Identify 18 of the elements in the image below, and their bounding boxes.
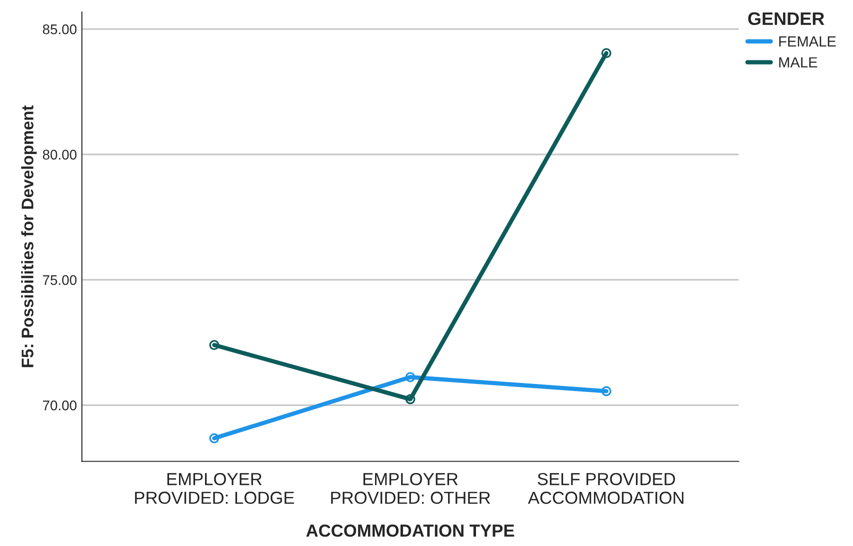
point bbox=[405, 372, 416, 382]
y-tick-label: 70.00 bbox=[42, 400, 76, 410]
y-axis-title: F5: Possibilities for Development bbox=[21, 105, 37, 368]
point bbox=[601, 48, 612, 58]
point bbox=[209, 433, 220, 444]
y-tick-label: 85.00 bbox=[42, 24, 76, 34]
legend-title: GENDER bbox=[748, 12, 824, 26]
legend-label: FEMALE bbox=[779, 36, 836, 46]
x-tick-label: EMPLOYER PROVIDED: LODGE bbox=[135, 472, 294, 504]
y-tick-label: 80.00 bbox=[42, 150, 76, 160]
point bbox=[405, 394, 416, 404]
legend-label: MALE bbox=[779, 57, 818, 68]
y-tick-label: 75.00 bbox=[42, 275, 76, 285]
x-tick-label: EMPLOYER PROVIDED: OTHER bbox=[331, 472, 490, 504]
point bbox=[209, 340, 220, 350]
x-axis-title: ACCOMMODATION TYPE bbox=[306, 524, 514, 537]
point bbox=[601, 386, 612, 396]
x-tick-label: SELF PROVIDED ACCOMMODATION bbox=[528, 472, 684, 504]
